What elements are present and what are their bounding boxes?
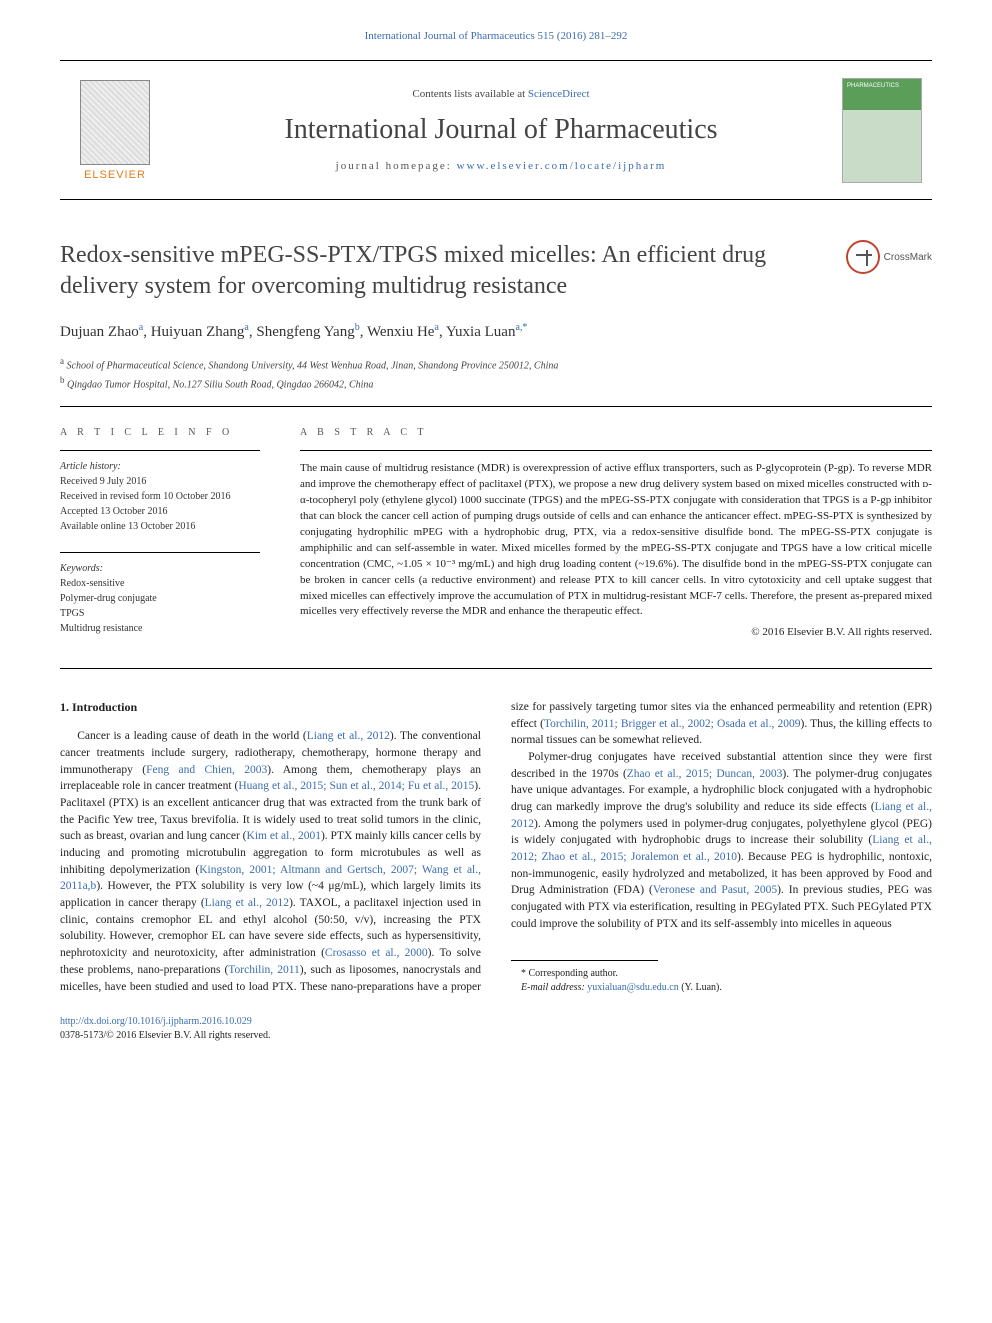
crossmark-icon xyxy=(846,240,880,274)
keywords-label: Keywords: xyxy=(60,561,260,576)
intro-heading: 1. Introduction xyxy=(60,699,481,716)
homepage-prefix: journal homepage: xyxy=(336,160,457,172)
citation-link[interactable]: Feng and Chien, 2003 xyxy=(146,764,267,776)
keyword-0: Redox-sensitive xyxy=(60,576,260,591)
issn-copyright: 0378-5173/© 2016 Elsevier B.V. All right… xyxy=(60,1030,270,1041)
email-label: E-mail address: xyxy=(521,982,587,993)
article-info-column: A R T I C L E I N F O Article history: R… xyxy=(60,427,260,654)
citation-link[interactable]: Kingston, 2001; Altmann and Gertsch, 200… xyxy=(60,864,481,893)
homepage-link[interactable]: www.elsevier.com/locate/ijpharm xyxy=(457,160,667,172)
sciencedirect-link[interactable]: ScienceDirect xyxy=(528,88,590,100)
authors-list: Dujuan Zhaoa, Huiyuan Zhanga, Shengfeng … xyxy=(60,322,932,341)
journal-cover[interactable]: PHARMACEUTICS xyxy=(832,61,932,199)
history-3: Available online 13 October 2016 xyxy=(60,519,260,534)
journal-name: International Journal of Pharmaceutics xyxy=(190,114,812,146)
intro-paragraph-2: Polymer-drug conjugates have received su… xyxy=(511,749,932,932)
crossmark-label: CrossMark xyxy=(884,252,932,263)
contents-prefix: Contents lists available at xyxy=(412,88,527,100)
doi-block: http://dx.doi.org/10.1016/j.ijpharm.2016… xyxy=(60,1015,932,1043)
affiliations: a School of Pharmaceutical Science, Shan… xyxy=(60,355,932,392)
elsevier-label: ELSEVIER xyxy=(84,169,146,181)
article-title: Redox-sensitive mPEG-SS-PTX/TPGS mixed m… xyxy=(60,240,846,302)
body-text: 1. Introduction Cancer is a leading caus… xyxy=(60,699,932,995)
cover-thumbnail: PHARMACEUTICS xyxy=(842,78,922,183)
abstract-text: The main cause of multidrug resistance (… xyxy=(300,450,932,620)
history-1: Received in revised form 10 October 2016 xyxy=(60,489,260,504)
corresponding-footnote: * Corresponding author. E-mail address: … xyxy=(511,967,932,995)
email-suffix: (Y. Luan). xyxy=(679,982,722,993)
affiliation-b: Qingdao Tumor Hospital, No.127 Siliu Sou… xyxy=(67,379,373,390)
history-2: Accepted 13 October 2016 xyxy=(60,504,260,519)
history-0: Received 9 July 2016 xyxy=(60,474,260,489)
cover-label: PHARMACEUTICS xyxy=(847,83,917,89)
affiliation-a: School of Pharmaceutical Science, Shando… xyxy=(67,361,559,372)
citation-link[interactable]: Crosasso et al., 2000 xyxy=(325,947,428,959)
elsevier-logo[interactable]: ELSEVIER xyxy=(60,61,170,199)
article-info-label: A R T I C L E I N F O xyxy=(60,427,260,438)
email-link[interactable]: yuxialuan@sdu.edu.cn xyxy=(587,982,678,993)
article-history: Article history: Received 9 July 2016 Re… xyxy=(60,450,260,534)
elsevier-tree-icon xyxy=(80,80,150,165)
citation-link[interactable]: Kim et al., 2001 xyxy=(247,830,321,842)
divider xyxy=(60,406,932,407)
citation-link[interactable]: Torchilin, 2011 xyxy=(228,964,300,976)
history-label: Article history: xyxy=(60,459,260,474)
journal-header: ELSEVIER Contents lists available at Sci… xyxy=(60,60,932,200)
abstract-column: A B S T R A C T The main cause of multid… xyxy=(300,427,932,654)
citation-link[interactable]: Huang et al., 2015; Sun et al., 2014; Fu… xyxy=(238,780,474,792)
keyword-3: Multidrug resistance xyxy=(60,621,260,636)
abstract-copyright: © 2016 Elsevier B.V. All rights reserved… xyxy=(300,626,932,638)
homepage-line: journal homepage: www.elsevier.com/locat… xyxy=(190,160,812,172)
citation-link[interactable]: Liang et al., 2012 xyxy=(307,730,390,742)
doi-link[interactable]: http://dx.doi.org/10.1016/j.ijpharm.2016… xyxy=(60,1016,252,1027)
citation-link[interactable]: Zhao et al., 2015; Duncan, 2003 xyxy=(627,768,783,780)
keywords-block: Keywords: Redox-sensitive Polymer-drug c… xyxy=(60,552,260,636)
abstract-label: A B S T R A C T xyxy=(300,427,932,438)
citation-link[interactable]: Veronese and Pasut, 2005 xyxy=(653,884,777,896)
citation-link[interactable]: Torchilin, 2011; Brigger et al., 2002; O… xyxy=(544,718,801,730)
citation-link[interactable]: Liang et al., 2012; Zhao et al., 2015; J… xyxy=(511,834,932,863)
citation-link[interactable]: Liang et al., 2012 xyxy=(205,897,289,909)
footnote-separator xyxy=(511,960,658,961)
citation-link[interactable]: Liang et al., 2012 xyxy=(511,801,932,830)
header-center: Contents lists available at ScienceDirec… xyxy=(170,61,832,199)
corresponding-label: * Corresponding author. xyxy=(511,967,932,981)
divider-body xyxy=(60,668,932,669)
keyword-2: TPGS xyxy=(60,606,260,621)
crossmark-badge[interactable]: CrossMark xyxy=(846,240,932,274)
keyword-1: Polymer-drug conjugate xyxy=(60,591,260,606)
contents-line: Contents lists available at ScienceDirec… xyxy=(190,88,812,100)
header-citation: International Journal of Pharmaceutics 5… xyxy=(60,30,932,42)
